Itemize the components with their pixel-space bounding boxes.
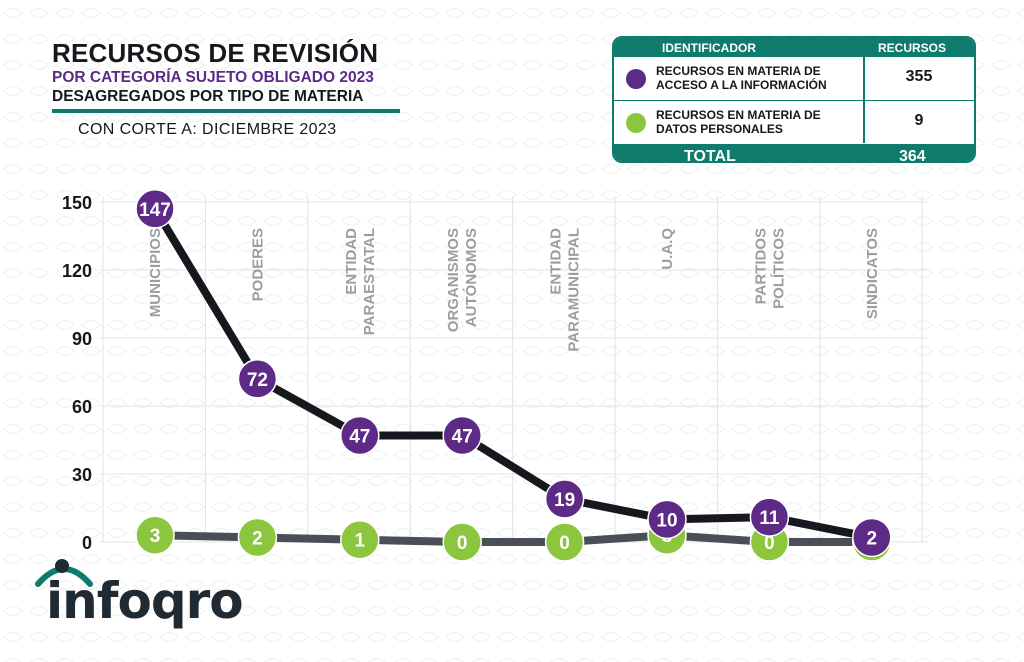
data-point-green	[544, 522, 585, 562]
data-point-green	[340, 519, 380, 560]
data-point-purple	[237, 359, 278, 399]
data-label-purple: 10	[656, 510, 677, 531]
data-point-green	[135, 515, 175, 555]
data-label-green: 0	[559, 533, 570, 554]
data-label-purple: 19	[554, 490, 575, 511]
y-tick-label: 90	[72, 329, 92, 349]
legend-divider	[863, 57, 865, 143]
title-divider	[52, 109, 400, 113]
data-point-purple	[852, 517, 892, 558]
data-label-purple: 72	[247, 370, 268, 391]
legend-total-label: TOTAL	[684, 148, 736, 163]
data-label-purple: 47	[452, 426, 473, 447]
legend-table: IDENTIFICADOR RECURSOS RECURSOS EN MATER…	[612, 36, 976, 163]
y-tick-label: 120	[62, 261, 92, 281]
data-label-green: 3	[150, 526, 161, 547]
legend-total-value: 364	[899, 148, 926, 163]
data-label-green: 0	[764, 533, 775, 554]
logo-wordmark: infoqro	[46, 572, 244, 630]
y-tick-label: 150	[62, 193, 92, 213]
legend-value: 9	[914, 112, 924, 129]
data-point-green	[442, 522, 482, 562]
x-category-label: ENTIDADPARAMUNICIPAL	[548, 228, 583, 352]
data-point-purple	[135, 189, 175, 229]
x-category-label: PARTIDOSPOLÍTICOS	[752, 228, 787, 309]
data-label-purple: 47	[349, 426, 370, 447]
legend-col-identifier: IDENTIFICADOR	[662, 41, 756, 55]
cutoff-date: CON CORTE A: DICIEMBRE 2023	[78, 121, 337, 138]
data-point-purple	[340, 415, 380, 456]
legend-header: IDENTIFICADOR RECURSOS	[614, 38, 974, 57]
y-tick-label: 60	[72, 397, 92, 417]
x-category-label: U.A.Q	[659, 228, 676, 270]
page-title: RECURSOS DE REVISIÓN	[52, 38, 379, 68]
x-category-label: PODERES	[249, 228, 266, 301]
green-dot-icon	[626, 113, 646, 133]
data-label-green: 2	[252, 528, 263, 549]
x-category-label: ORGANISMOSAUTÓNOMOS	[445, 228, 480, 332]
y-tick-label: 30	[72, 465, 92, 485]
data-label-purple: 11	[759, 508, 780, 529]
title-block: RECURSOS DE REVISIÓN POR CATEGORÍA SUJET…	[52, 38, 412, 139]
legend-col-resources: RECURSOS	[878, 41, 947, 55]
legend-total: TOTAL 364	[614, 145, 974, 163]
legend-label: RECURSOS EN MATERIA DE ACCESO A LA INFOR…	[656, 64, 827, 92]
data-point-purple	[442, 415, 482, 456]
logo-mark-icon	[35, 559, 93, 587]
page-subtitle-2: DESAGREGADOS POR TIPO DE MATERIA	[52, 88, 364, 105]
data-label-purple: 2	[867, 528, 878, 549]
x-category-label: SINDICATOS	[864, 228, 881, 319]
data-label-purple: 147	[139, 200, 171, 221]
data-point-green	[237, 517, 278, 558]
legend-row: RECURSOS EN MATERIA DE DATOS PERSONALES …	[614, 101, 974, 145]
data-label-green: 0	[457, 533, 468, 554]
data-label-green: 1	[355, 531, 366, 552]
legend-row: RECURSOS EN MATERIA DE ACCESO A LA INFOR…	[614, 57, 974, 101]
data-point-purple	[544, 479, 585, 519]
data-point-purple	[749, 497, 790, 537]
x-category-label: ENTIDADPARAESTATAL	[343, 228, 378, 335]
page-subtitle: POR CATEGORÍA SUJETO OBLIGADO 2023	[52, 69, 374, 86]
y-tick-label: 0	[82, 533, 92, 553]
logo: infoqro	[34, 558, 264, 638]
legend-value: 355	[905, 68, 933, 85]
legend-label: RECURSOS EN MATERIA DE DATOS PERSONALES	[656, 108, 821, 136]
purple-dot-icon	[626, 69, 646, 89]
x-category-label: MUNICIPIOS	[147, 228, 164, 317]
data-point-purple	[647, 499, 687, 540]
